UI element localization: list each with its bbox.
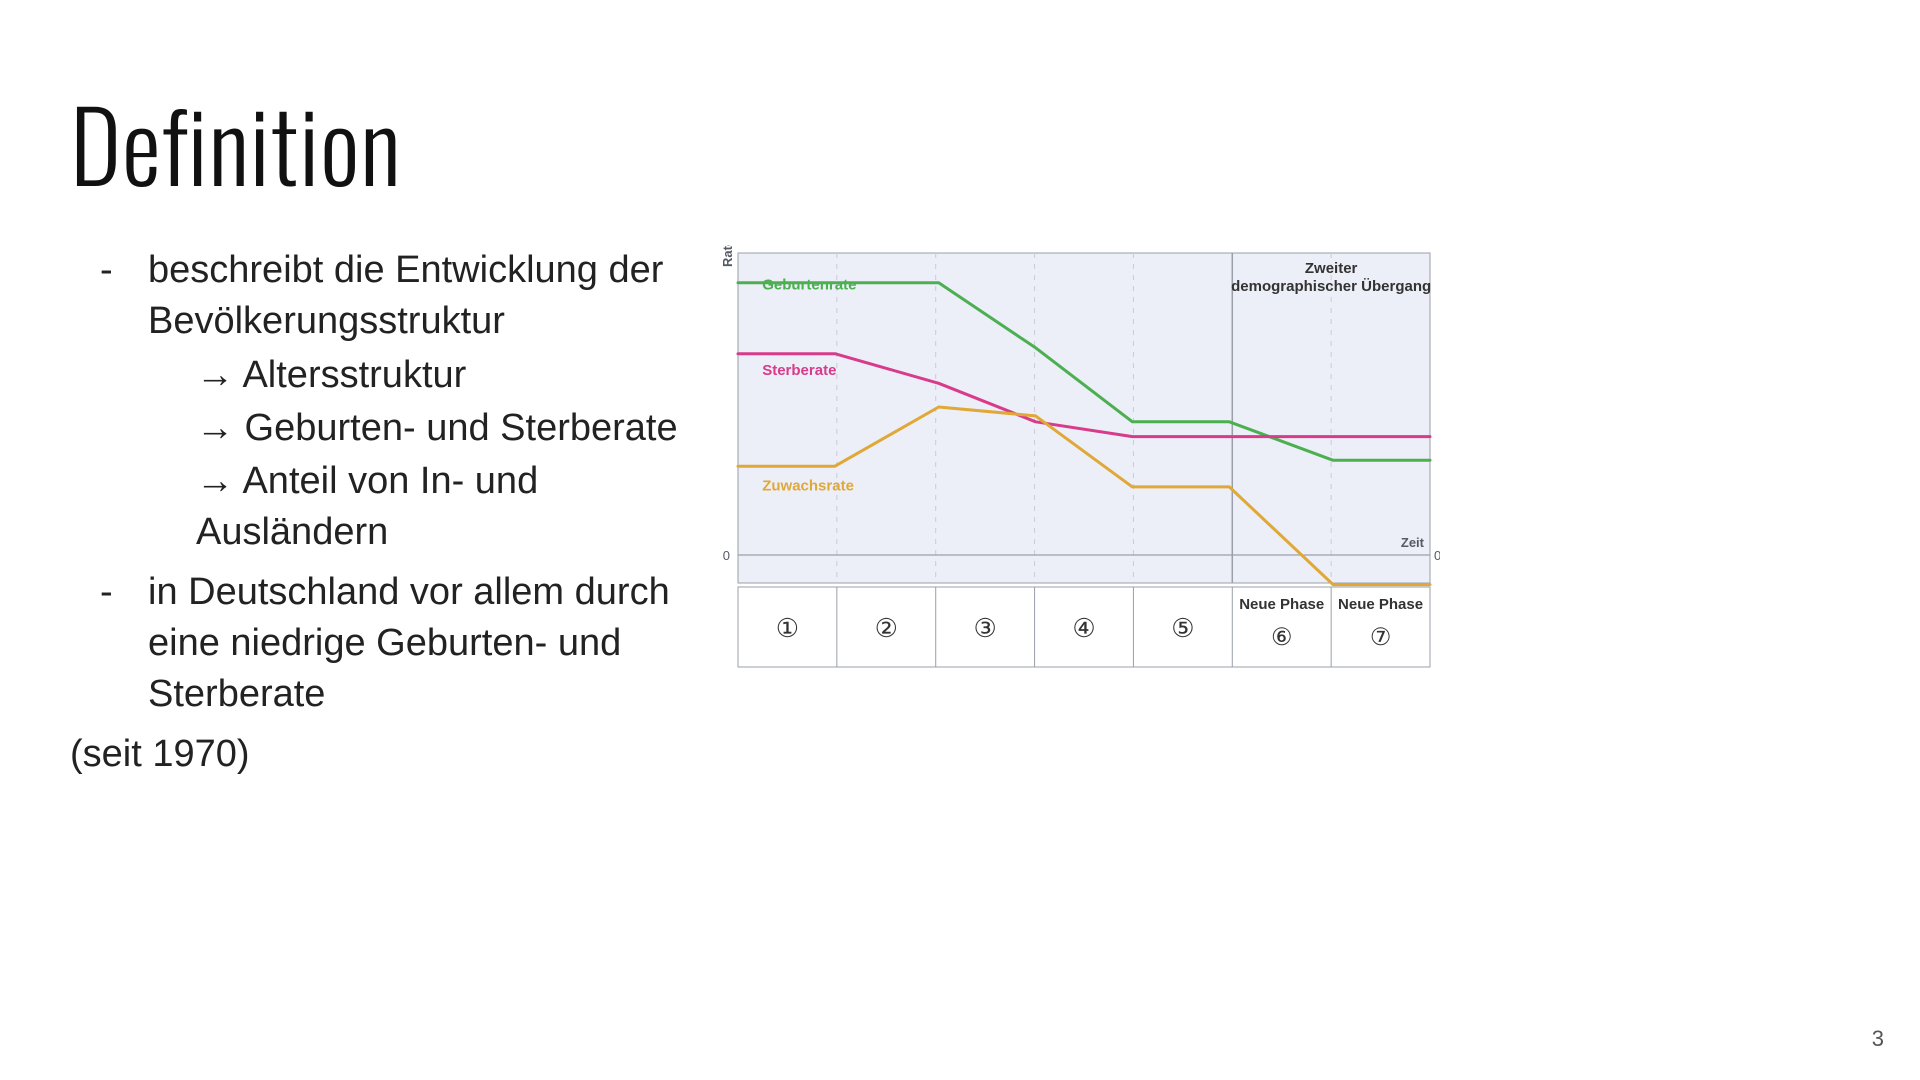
- svg-text:0: 0: [1434, 548, 1440, 563]
- svg-text:Zeit: Zeit: [1401, 535, 1425, 550]
- page-number: 3: [1872, 1026, 1884, 1052]
- svg-text:④: ④: [1072, 613, 1095, 643]
- bullet-text: beschreibt die Entwicklung der Bevölkeru…: [148, 249, 663, 342]
- svg-text:⑥: ⑥: [1271, 624, 1293, 651]
- svg-text:demographischer Übergang: demographischer Übergang: [1231, 278, 1431, 295]
- bullet-sublist: → Altersstruktur → Geburten- und Sterber…: [148, 350, 690, 559]
- svg-text:Sterberate: Sterberate: [762, 362, 836, 379]
- sub-item: → Geburten- und Sterberate: [196, 403, 690, 454]
- text-column: beschreibt die Entwicklung der Bevölkeru…: [70, 245, 690, 780]
- svg-text:Raten: Raten: [720, 245, 735, 267]
- below-text: (seit 1970): [70, 729, 690, 780]
- sub-item: → Altersstruktur: [196, 350, 690, 401]
- svg-text:0: 0: [723, 548, 730, 563]
- slide: Definition beschreibt die Entwicklung de…: [0, 0, 1920, 1080]
- svg-text:③: ③: [973, 613, 996, 643]
- svg-text:⑤: ⑤: [1171, 613, 1194, 643]
- svg-text:①: ①: [776, 613, 799, 643]
- bullet-item: in Deutschland vor allem durch eine nied…: [100, 567, 690, 721]
- svg-text:Zweiter: Zweiter: [1305, 260, 1358, 277]
- content-columns: beschreibt die Entwicklung der Bevölkeru…: [70, 245, 1850, 780]
- sub-item: → Anteil von In- und Ausländern: [196, 456, 690, 559]
- svg-text:②: ②: [875, 613, 898, 643]
- chart-svg: 0 0 Raten Zeit Zweiterdemographischer Überga…: [710, 245, 1440, 675]
- svg-text:Neue Phase: Neue Phase: [1338, 596, 1423, 613]
- svg-text:Neue Phase: Neue Phase: [1239, 596, 1324, 613]
- page-title: Definition: [70, 70, 1850, 215]
- svg-text:⑦: ⑦: [1370, 624, 1392, 651]
- svg-text:Zuwachsrate: Zuwachsrate: [762, 478, 854, 495]
- bullet-item: beschreibt die Entwicklung der Bevölkeru…: [100, 245, 690, 559]
- svg-text:Geburtenrate: Geburtenrate: [762, 276, 856, 293]
- bullet-list: beschreibt die Entwicklung der Bevölkeru…: [70, 245, 690, 721]
- chart-column: 0 0 Raten Zeit Zweiterdemographischer Überga…: [710, 245, 1850, 680]
- demographic-transition-chart: 0 0 Raten Zeit Zweiterdemographischer Überga…: [710, 245, 1850, 680]
- bullet-text: in Deutschland vor allem durch eine nied…: [148, 571, 670, 716]
